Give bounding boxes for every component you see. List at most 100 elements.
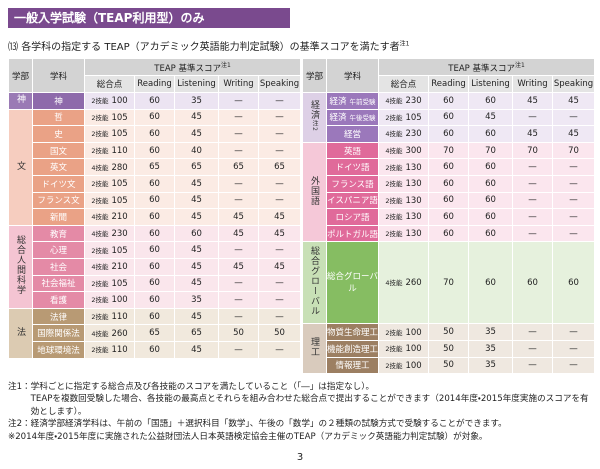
score-cell: 60: [512, 241, 553, 325]
score-cell: —: [218, 191, 259, 210]
score-cell: 60: [428, 208, 469, 226]
note-label: ※: [8, 431, 16, 442]
dept-name: ポルトガル語: [327, 229, 379, 240]
score-cell: 45: [174, 274, 219, 293]
score-cell: —: [551, 158, 596, 176]
score-cell: 50: [428, 339, 469, 358]
score-cell: 60: [468, 158, 513, 176]
score-cell: —: [257, 340, 302, 359]
score-cell: —: [551, 108, 596, 127]
dept-cell: ロシア語: [326, 208, 379, 226]
total-cell: 4技能 230: [378, 125, 429, 143]
dept-name: 情報理工: [335, 361, 370, 372]
table-row: 情報理工 2技能 100 50 35— —: [303, 356, 596, 375]
dept-name: 神: [54, 96, 63, 107]
total-score: 105: [111, 245, 128, 256]
score-cell: —: [512, 191, 553, 210]
skills: 2技能: [385, 163, 403, 172]
score-cell: 45: [218, 257, 259, 276]
table-row: 地球環境法 2技能 110 60 45— —: [9, 340, 302, 359]
score-cell: 60: [134, 108, 175, 127]
table-row: 新聞 4技能 210 60 45 45 45: [9, 208, 302, 226]
score-cell: 35: [468, 323, 513, 341]
dept-cell: 社会: [32, 257, 85, 276]
dept-cell: 機能創造理工: [326, 339, 379, 358]
note-line: 注1：TEAPを複数回受験した場合、各技能の最高点とそれらを組み合わせた総合点で…: [8, 393, 594, 418]
score-cell: —: [512, 224, 553, 243]
score-cell: 60: [134, 141, 175, 160]
dept-cell: ドイツ語: [326, 158, 379, 176]
score-cell: 35: [468, 339, 513, 358]
faculty-name: 法: [15, 326, 25, 337]
score-cell: —: [512, 174, 553, 193]
total-score: 210: [111, 212, 128, 223]
total-score: 300: [405, 146, 422, 157]
dept-name: 史: [54, 129, 63, 140]
faculty-cell: 神: [8, 92, 33, 110]
faculty-cell: 総合人間科学: [8, 224, 33, 309]
note-line: 注1： 学科ごとに指定する総合点及び各技能のスコアを満たしていること（「―」は指定…: [8, 381, 594, 393]
score-cell: 60: [428, 158, 469, 176]
dept-cell: 情報理工: [326, 356, 379, 375]
skills: 2技能: [91, 246, 109, 255]
score-cell: 45: [174, 191, 219, 210]
skills: 2技能: [385, 113, 403, 122]
total-score: 130: [405, 229, 422, 240]
faculty-cell: 総合グローバル: [302, 241, 327, 325]
dept-name: フランス語: [331, 179, 374, 190]
score-cell: —: [257, 291, 302, 309]
score-cell: —: [257, 191, 302, 210]
table-row: 社会 4技能 210 60 45 45 45: [9, 257, 302, 276]
score-cell: —: [257, 125, 302, 143]
faculty-cell: 文: [8, 108, 33, 226]
score-header: TEAP 基準スコア: [154, 63, 221, 74]
notes: 注1： 学科ごとに指定する総合点及び各技能のスコアを満たしていること（「―」は指定…: [8, 381, 594, 443]
dept-cell: 経営: [326, 125, 379, 143]
total-cell: 2技能 110: [84, 340, 135, 359]
score-cell: 45: [468, 108, 513, 127]
table-row: 機能創造理工 2技能 100 50 35— —: [303, 339, 596, 358]
column-header: Reading: [134, 75, 175, 93]
dept-name: ドイツ語: [335, 163, 370, 174]
table-row: イスパニア語 2技能 130 60 60— —: [303, 191, 596, 210]
total-score: 100: [111, 295, 128, 306]
score-cell: —: [512, 108, 553, 127]
faculty-cell: 理工: [302, 323, 327, 375]
subtitle-number: ⒀: [8, 42, 18, 53]
skills: 2技能: [91, 147, 109, 156]
total-score: 230: [405, 129, 422, 140]
total-cell: 2技能 130: [378, 224, 429, 243]
total-cell: 2技能 100: [84, 291, 135, 309]
skills: 4技能: [91, 230, 109, 239]
score-cell: 45: [551, 125, 596, 143]
score-cell: 70: [551, 141, 596, 160]
score-cell: 60: [428, 92, 469, 110]
dept-cell: フランス文: [32, 191, 85, 210]
dept-name: 経営: [343, 129, 361, 140]
score-cell: 45: [218, 208, 259, 226]
score-cell: 35: [174, 291, 219, 309]
total-cell: 2技能 105: [378, 108, 429, 127]
column-header: Writing: [512, 75, 553, 93]
table-row: 経営 4技能 230 60 60 45 45: [303, 125, 596, 143]
dept-name: 看護: [49, 295, 67, 306]
score-cell: 60: [468, 125, 513, 143]
column-header: Speaking: [551, 75, 596, 93]
dept-cell: 英文: [32, 158, 85, 176]
total-score: 110: [111, 312, 128, 323]
score-cell: —: [257, 108, 302, 127]
score-cell: —: [218, 141, 259, 160]
score-cell: 60: [134, 340, 175, 359]
dept-name: 経済: [329, 113, 347, 124]
score-cell: 45: [174, 307, 219, 326]
skills: 2技能: [91, 346, 109, 355]
dept-cell: フランス語: [326, 174, 379, 193]
score-cell: 45: [512, 92, 553, 110]
skills: 4技能: [91, 163, 109, 172]
dept-name: 社会: [49, 262, 67, 273]
total-score: 100: [405, 327, 422, 338]
score-cell: 45: [174, 208, 219, 226]
total-cell: 4技能 260: [84, 324, 135, 342]
total-score: 130: [405, 179, 422, 190]
column-header: 総合点: [378, 75, 429, 93]
